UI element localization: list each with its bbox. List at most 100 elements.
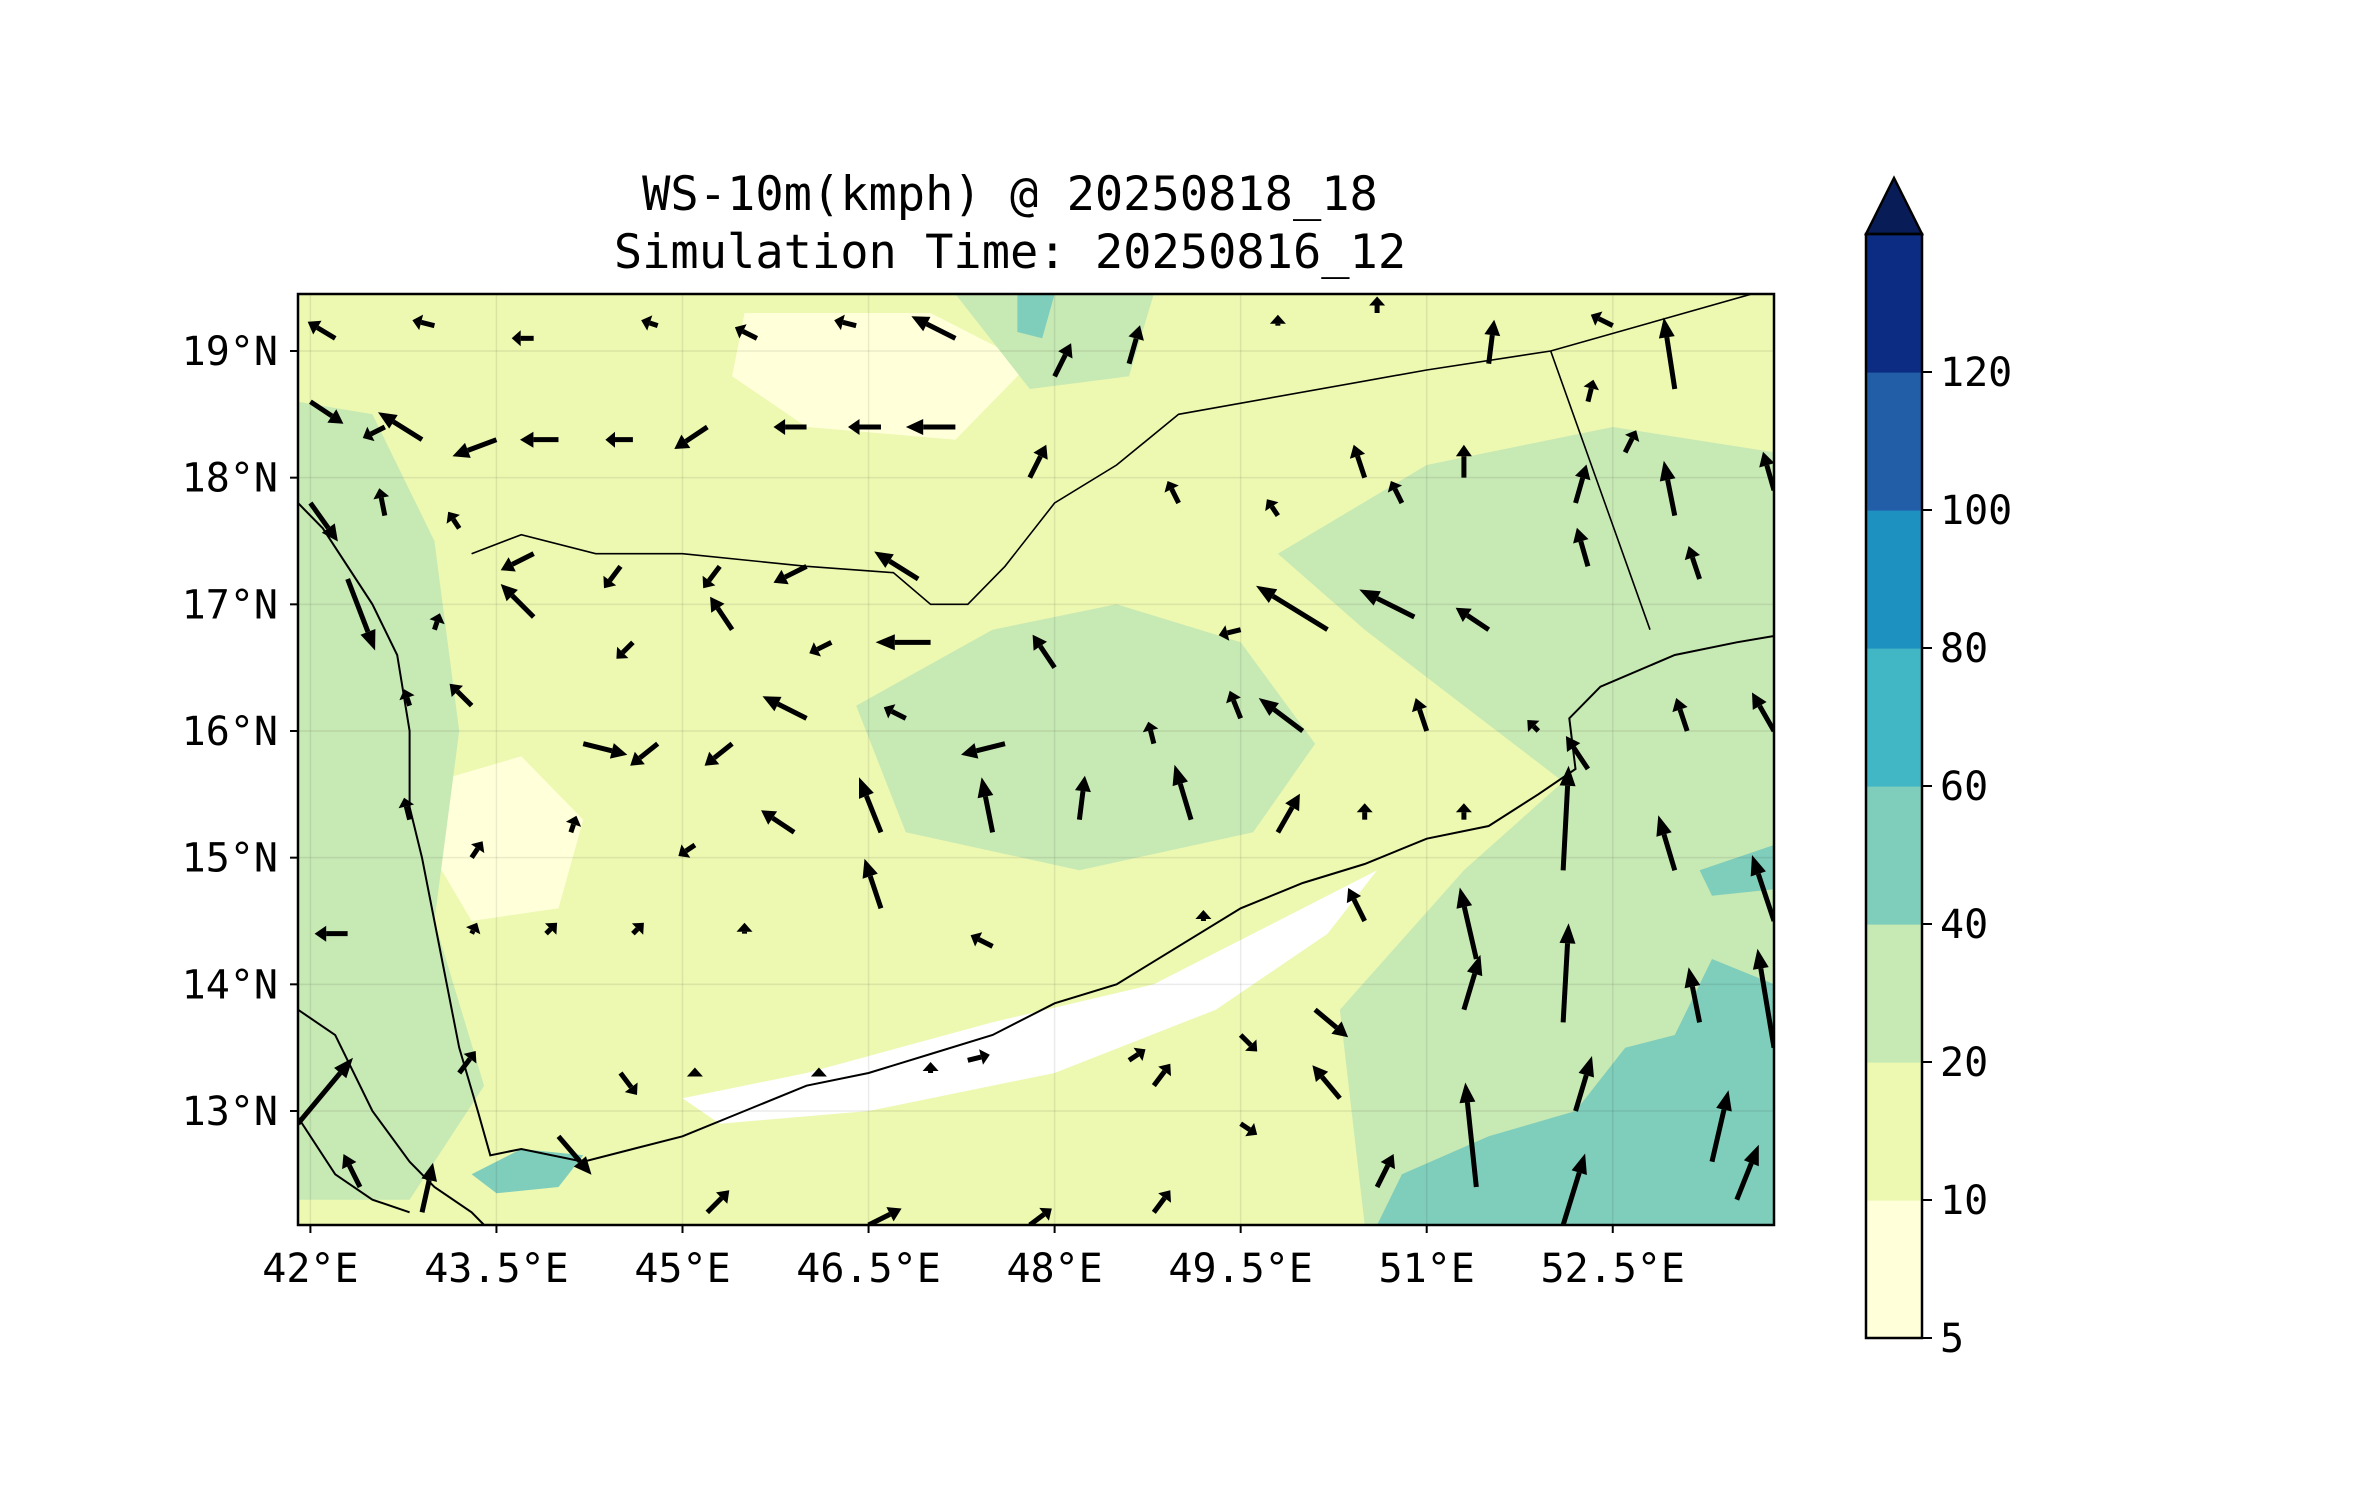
wind-arrow-head — [736, 922, 753, 932]
map-area — [298, 294, 1774, 1225]
wind-arrow — [309, 399, 344, 424]
wind-arrow-head — [1032, 634, 1047, 651]
contour-moderate-north — [955, 294, 1154, 389]
wind-arrow-head — [1158, 1063, 1171, 1077]
wind-arrow-shaft — [982, 796, 996, 833]
wind-arrow-shaft — [1126, 337, 1139, 365]
wind-arrow — [1456, 887, 1479, 960]
wind-arrow — [446, 511, 462, 530]
x-tick-label: 49.5°E — [1168, 1246, 1313, 1292]
wind-arrow-shaft — [684, 424, 709, 444]
wind-arrow — [565, 815, 582, 834]
wind-arrow-shaft — [607, 564, 623, 583]
wind-arrow — [905, 419, 956, 435]
wind-arrow-shaft — [419, 1179, 432, 1213]
wind-arrow-shaft — [967, 1054, 982, 1063]
wind-arrow — [630, 741, 660, 766]
wind-arrow-shaft — [1027, 455, 1043, 479]
x-tick-label: 43.5°E — [424, 1246, 569, 1292]
wind-arrow-shaft — [842, 319, 857, 329]
wind-arrow-shaft — [432, 620, 440, 631]
wind-arrow-head — [1571, 1153, 1587, 1175]
wind-arrow-shaft — [741, 329, 759, 341]
wind-arrow-head — [1484, 319, 1501, 337]
wind-arrow-shaft — [392, 419, 424, 442]
wind-arrow-head — [609, 743, 628, 759]
wind-arrow-head — [886, 1207, 902, 1222]
colorbar-swatch — [1866, 510, 1922, 649]
wind-arrow — [834, 314, 857, 331]
wind-arrow-shaft — [1272, 707, 1305, 733]
wind-arrow-shaft — [1573, 477, 1586, 504]
wind-arrow — [1455, 444, 1472, 478]
y-tick-label: 16°N — [182, 709, 278, 755]
wind-arrow — [1412, 698, 1430, 732]
wind-arrow — [867, 1207, 902, 1225]
wind-arrow-shaft — [867, 875, 884, 910]
wind-arrow — [520, 431, 559, 448]
wind-arrow — [1459, 1082, 1479, 1188]
wind-arrow-shaft — [1734, 1162, 1754, 1201]
wind-arrow-head — [314, 925, 327, 942]
wind-arrow-head — [848, 419, 860, 435]
wind-arrow-head — [905, 419, 924, 435]
wind-arrow-shaft — [712, 741, 734, 760]
wind-arrow — [1164, 481, 1181, 505]
wind-arrow — [875, 634, 931, 651]
wind-arrow — [773, 564, 808, 585]
wind-arrow-shaft — [776, 701, 808, 721]
y-tick-label: 15°N — [182, 836, 278, 882]
wind-arrow — [1658, 317, 1678, 390]
wind-arrow-head — [674, 434, 691, 449]
wind-arrow-shaft — [1689, 986, 1703, 1023]
contour-calm-north — [732, 313, 1030, 440]
wind-arrow-head — [446, 511, 460, 524]
wind-arrow — [710, 596, 735, 632]
wind-arrow-head — [378, 412, 398, 429]
wind-arrow-head — [616, 646, 629, 659]
wind-arrow-shaft — [316, 325, 337, 341]
wind-arrow-shaft — [975, 741, 1006, 754]
wind-arrow — [1527, 720, 1541, 733]
x-tick-label: 52.5°E — [1541, 1246, 1686, 1292]
wind-arrow-head — [1380, 1154, 1395, 1170]
wind-arrow-head — [1387, 481, 1403, 493]
wind-arrow — [862, 858, 884, 910]
wind-arrow-head — [1133, 1047, 1146, 1061]
wind-arrow-shaft — [1169, 487, 1181, 505]
wind-arrow — [977, 777, 996, 833]
wind-arrow-shaft — [1690, 556, 1702, 580]
wind-arrow-head — [809, 642, 821, 657]
wind-arrow-shaft — [466, 437, 498, 453]
wind-arrow-shaft — [1461, 973, 1478, 1011]
wind-arrow — [641, 315, 659, 331]
wind-arrow-head — [1565, 736, 1581, 752]
wind-arrow — [1346, 888, 1367, 923]
wind-arrow-shaft — [469, 847, 480, 860]
wind-arrow-head — [1656, 815, 1672, 837]
wind-arrow-head — [471, 841, 485, 854]
wind-arrow — [1312, 1065, 1342, 1100]
wind-arrow-head — [810, 1067, 827, 1077]
wind-arrow-head — [605, 431, 615, 448]
wind-arrow-shaft — [1665, 479, 1678, 517]
wind-arrow-shaft — [1148, 729, 1157, 745]
wind-arrow-shaft — [568, 823, 576, 834]
wind-arrow — [1142, 721, 1159, 745]
wind-arrow-head — [1672, 698, 1688, 713]
wind-arrow-head — [862, 858, 878, 879]
wind-arrow-shaft — [1052, 353, 1068, 378]
wind-arrow — [1052, 343, 1073, 378]
wind-arrow-head — [630, 751, 645, 766]
wind-arrow — [511, 330, 534, 347]
wind-arrow-head — [1752, 948, 1769, 970]
wind-arrow-head — [520, 431, 534, 448]
wind-arrow-head — [1245, 1039, 1258, 1052]
wind-arrow-shaft — [1664, 336, 1678, 390]
wind-arrow — [967, 1049, 990, 1065]
wind-arrow-shaft — [1355, 455, 1368, 479]
wind-arrow-head — [686, 1067, 703, 1077]
wind-arrow-head — [421, 1162, 437, 1182]
wind-arrow-shaft — [648, 320, 659, 329]
wind-arrow-shaft — [1465, 613, 1491, 632]
